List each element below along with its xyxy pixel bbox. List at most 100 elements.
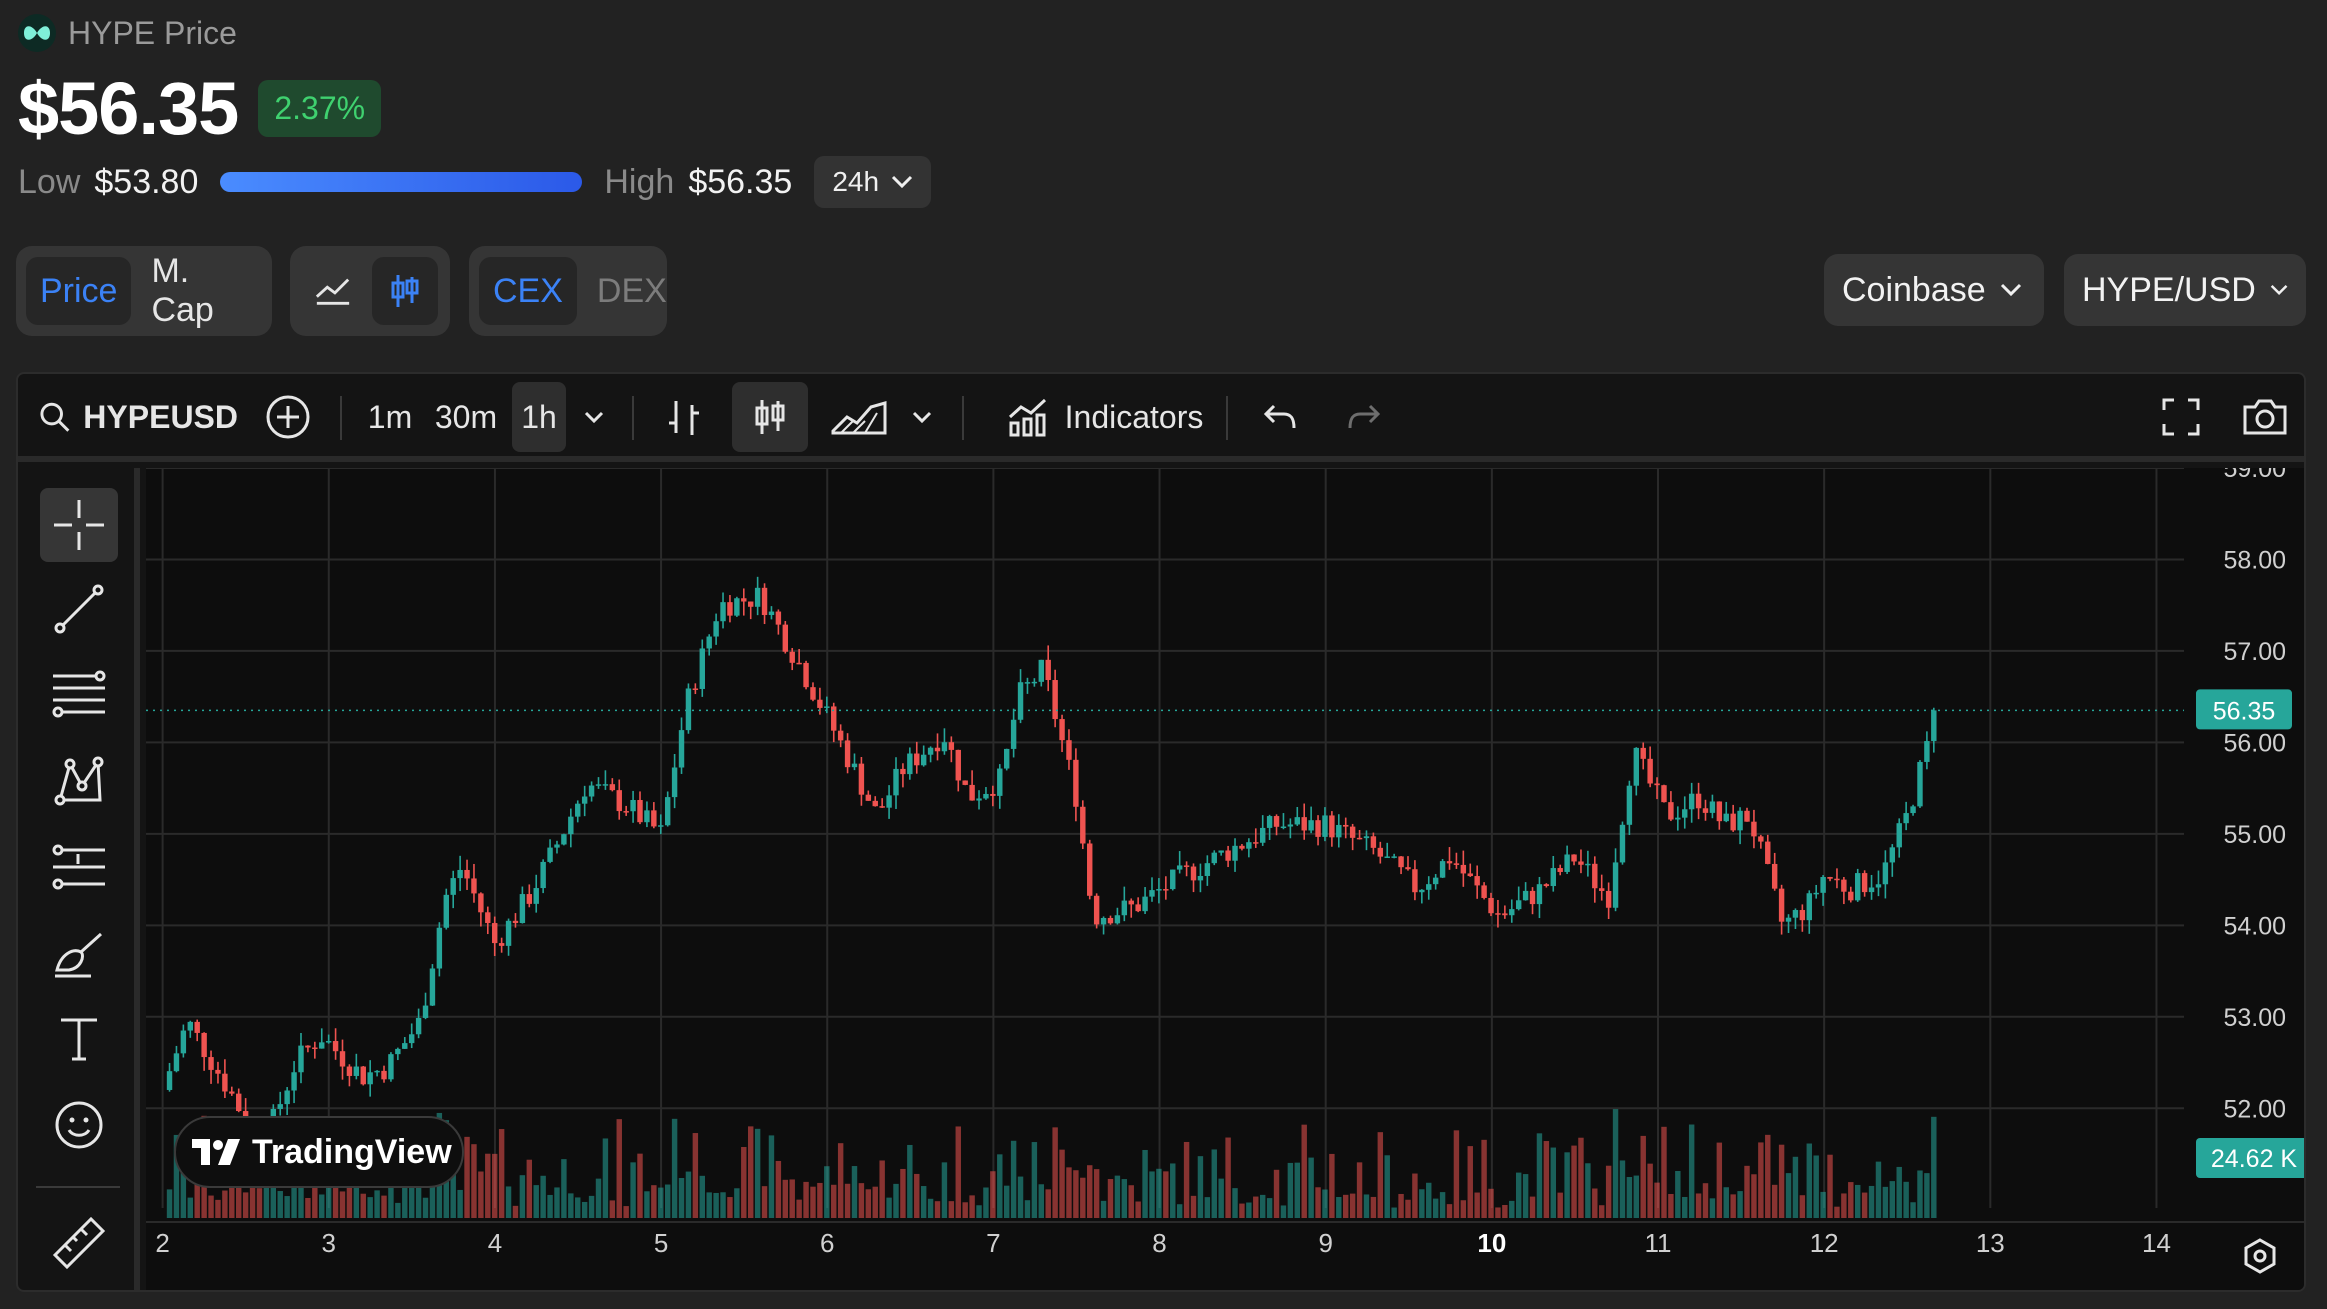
candle-body [879,806,885,808]
candle-body [1640,747,1646,759]
volume-bar [1467,1146,1473,1218]
pair-dropdown[interactable]: HYPE/USD [2064,254,2306,326]
ruler-tool[interactable] [40,1206,118,1280]
volume-bar [388,1187,394,1218]
volume-bar [1668,1194,1674,1218]
price-plot[interactable]: 59.00 58.00 57.00 56.00 55.00 54.00 53.00 52.00… [146,468,2306,1292]
candle-body [1619,824,1626,863]
candle-body [1550,868,1556,887]
cex-tab[interactable]: CEX [479,257,577,325]
candle-body [1875,884,1882,888]
fullscreen-button[interactable] [2148,382,2214,452]
measure-lines-tool[interactable] [40,830,118,904]
volume-bar [1446,1204,1453,1218]
chart-type-menu-button[interactable] [902,382,942,452]
interval-1h[interactable]: 1h [512,382,566,452]
brush-tool[interactable] [40,916,118,990]
horizontal-lines-tool[interactable] [40,658,118,732]
redo-button[interactable] [1334,382,1394,452]
candle-body [1495,913,1501,915]
add-circle-icon [266,395,310,439]
candles-group [166,576,1937,1164]
trend-line-tool[interactable] [40,572,118,646]
candle-body [1059,719,1065,741]
symbol-search[interactable]: HYPEUSD [38,382,238,452]
period-dropdown[interactable]: 24h [814,156,932,208]
candle-body [1889,847,1896,863]
crosshair-tool[interactable] [40,488,118,562]
candle-body [1391,856,1397,858]
volume-bar [1370,1196,1377,1218]
interval-30m[interactable]: 30m [434,398,498,435]
candle-body [1578,861,1584,865]
axis-settings-icon[interactable] [2244,1238,2276,1274]
candle-body [1834,878,1840,881]
compare-symbol-button[interactable] [258,382,318,452]
text-tool[interactable] [40,1002,118,1076]
candle-body [1239,845,1245,849]
measure-lines-icon [52,844,105,890]
interval-1m[interactable]: 1m [367,398,413,435]
candle-body [1253,842,1259,844]
volume-bar [713,1192,719,1218]
volume-bar [415,1186,422,1218]
volume-bar [187,1197,193,1218]
volume-bar [215,1199,221,1218]
volume-bar [1661,1126,1667,1218]
candle-body [1557,868,1563,872]
area-style-button[interactable] [826,382,892,452]
bars-style-button[interactable] [654,382,714,452]
candle-body [1515,900,1522,910]
candle-body [1785,917,1792,922]
candle-body [658,825,664,827]
volume-bar [1432,1198,1439,1218]
pattern-tool[interactable] [40,744,118,818]
volume-bar [1253,1196,1259,1218]
indicators-button[interactable]: Indicators [982,382,1228,452]
text-tool-icon [61,1018,97,1061]
candle-body [471,878,477,894]
volume-bar [1280,1205,1287,1218]
exchange-dropdown[interactable]: Coinbase [1824,254,2044,326]
candle-body [1868,887,1875,893]
candle-body [1273,816,1280,827]
screenshot-button[interactable] [2232,382,2298,452]
candle-body [1758,836,1764,842]
candles-chart-button[interactable] [372,257,438,325]
price-tab[interactable]: Price [26,257,132,325]
candles-style-button[interactable] [732,382,808,452]
volume-bar [1128,1185,1134,1218]
volume-bar [844,1183,851,1218]
chart-toolbar: HYPEUSD 1m 30m 1h Indicators [18,374,2304,462]
candle-body [1426,884,1432,890]
volume-bar [997,1154,1003,1218]
low-label: Low [18,162,81,201]
interval-menu-button[interactable] [574,382,614,452]
volume-bar [747,1126,754,1218]
candle-body [692,688,699,690]
candle-body [962,780,968,785]
y-tick-label: 59.00 [2223,468,2286,483]
volume-bar [1861,1192,1868,1218]
volume-bar [1806,1143,1812,1218]
volume-bar [1190,1195,1197,1218]
undo-button[interactable] [1250,382,1310,452]
market-cap-tab[interactable]: M. Cap [151,252,214,329]
volume-bar [1875,1161,1882,1218]
volume-bar [1460,1200,1467,1218]
line-chart-button[interactable] [300,257,366,325]
candle-body [519,894,526,924]
volume-bar [588,1195,595,1218]
volume-bar [858,1183,865,1218]
volume-bar [1329,1153,1335,1218]
emoji-tool[interactable] [40,1088,118,1162]
candle-body [1931,710,1937,742]
dex-tab[interactable]: DEX [596,271,667,310]
candle-body [312,1047,318,1050]
x-tick-label: 13 [1976,1228,2005,1258]
volume-bar [990,1171,996,1218]
candle-body [1190,866,1197,881]
candle-body [644,810,650,823]
indicators-icon [1008,398,1046,437]
volume-bar [492,1153,498,1218]
